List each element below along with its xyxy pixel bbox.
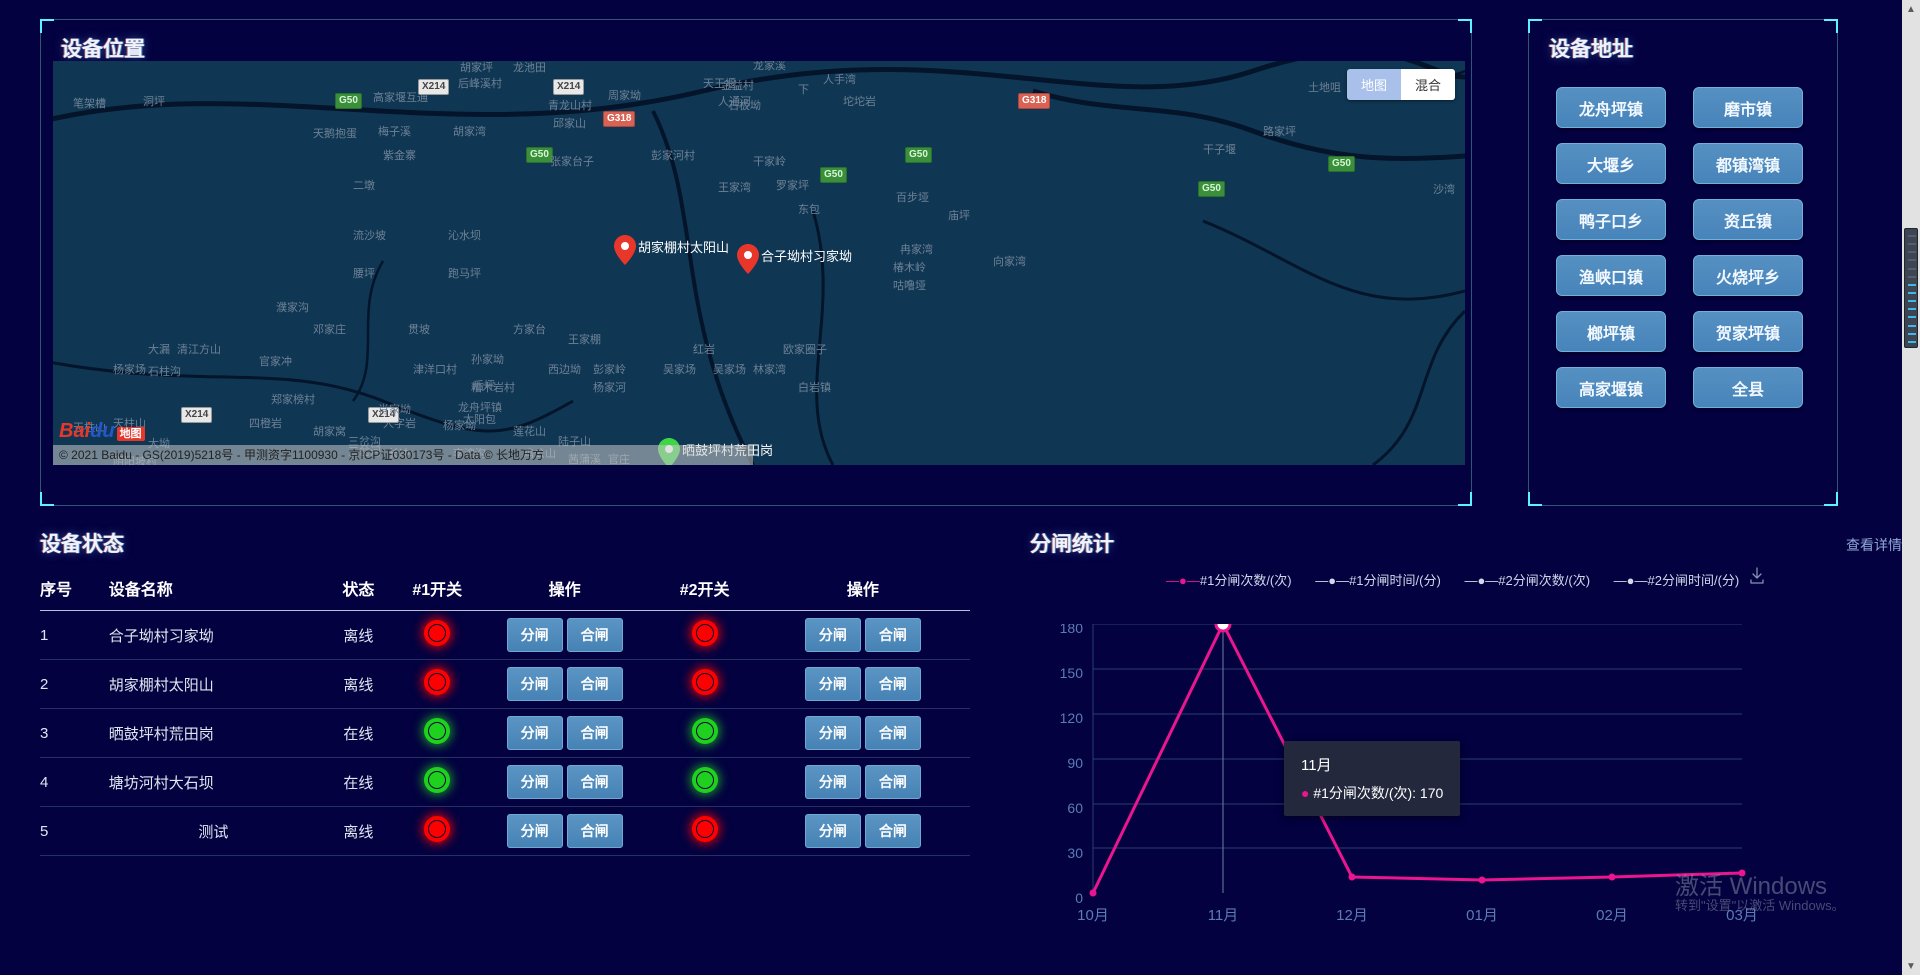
svg-text:30: 30 — [1067, 845, 1083, 861]
svg-text:150: 150 — [1060, 665, 1084, 681]
svg-text:60: 60 — [1067, 800, 1083, 816]
svg-text:12月: 12月 — [1336, 907, 1368, 924]
svg-text:02月: 02月 — [1596, 907, 1628, 924]
svg-text:01月: 01月 — [1466, 907, 1498, 924]
svg-text:120: 120 — [1060, 710, 1084, 726]
svg-text:180: 180 — [1060, 624, 1084, 636]
svg-text:90: 90 — [1067, 755, 1083, 771]
svg-text:10月: 10月 — [1077, 907, 1109, 924]
svg-text:11月: 11月 — [1208, 907, 1239, 924]
svg-text:0: 0 — [1075, 890, 1083, 906]
